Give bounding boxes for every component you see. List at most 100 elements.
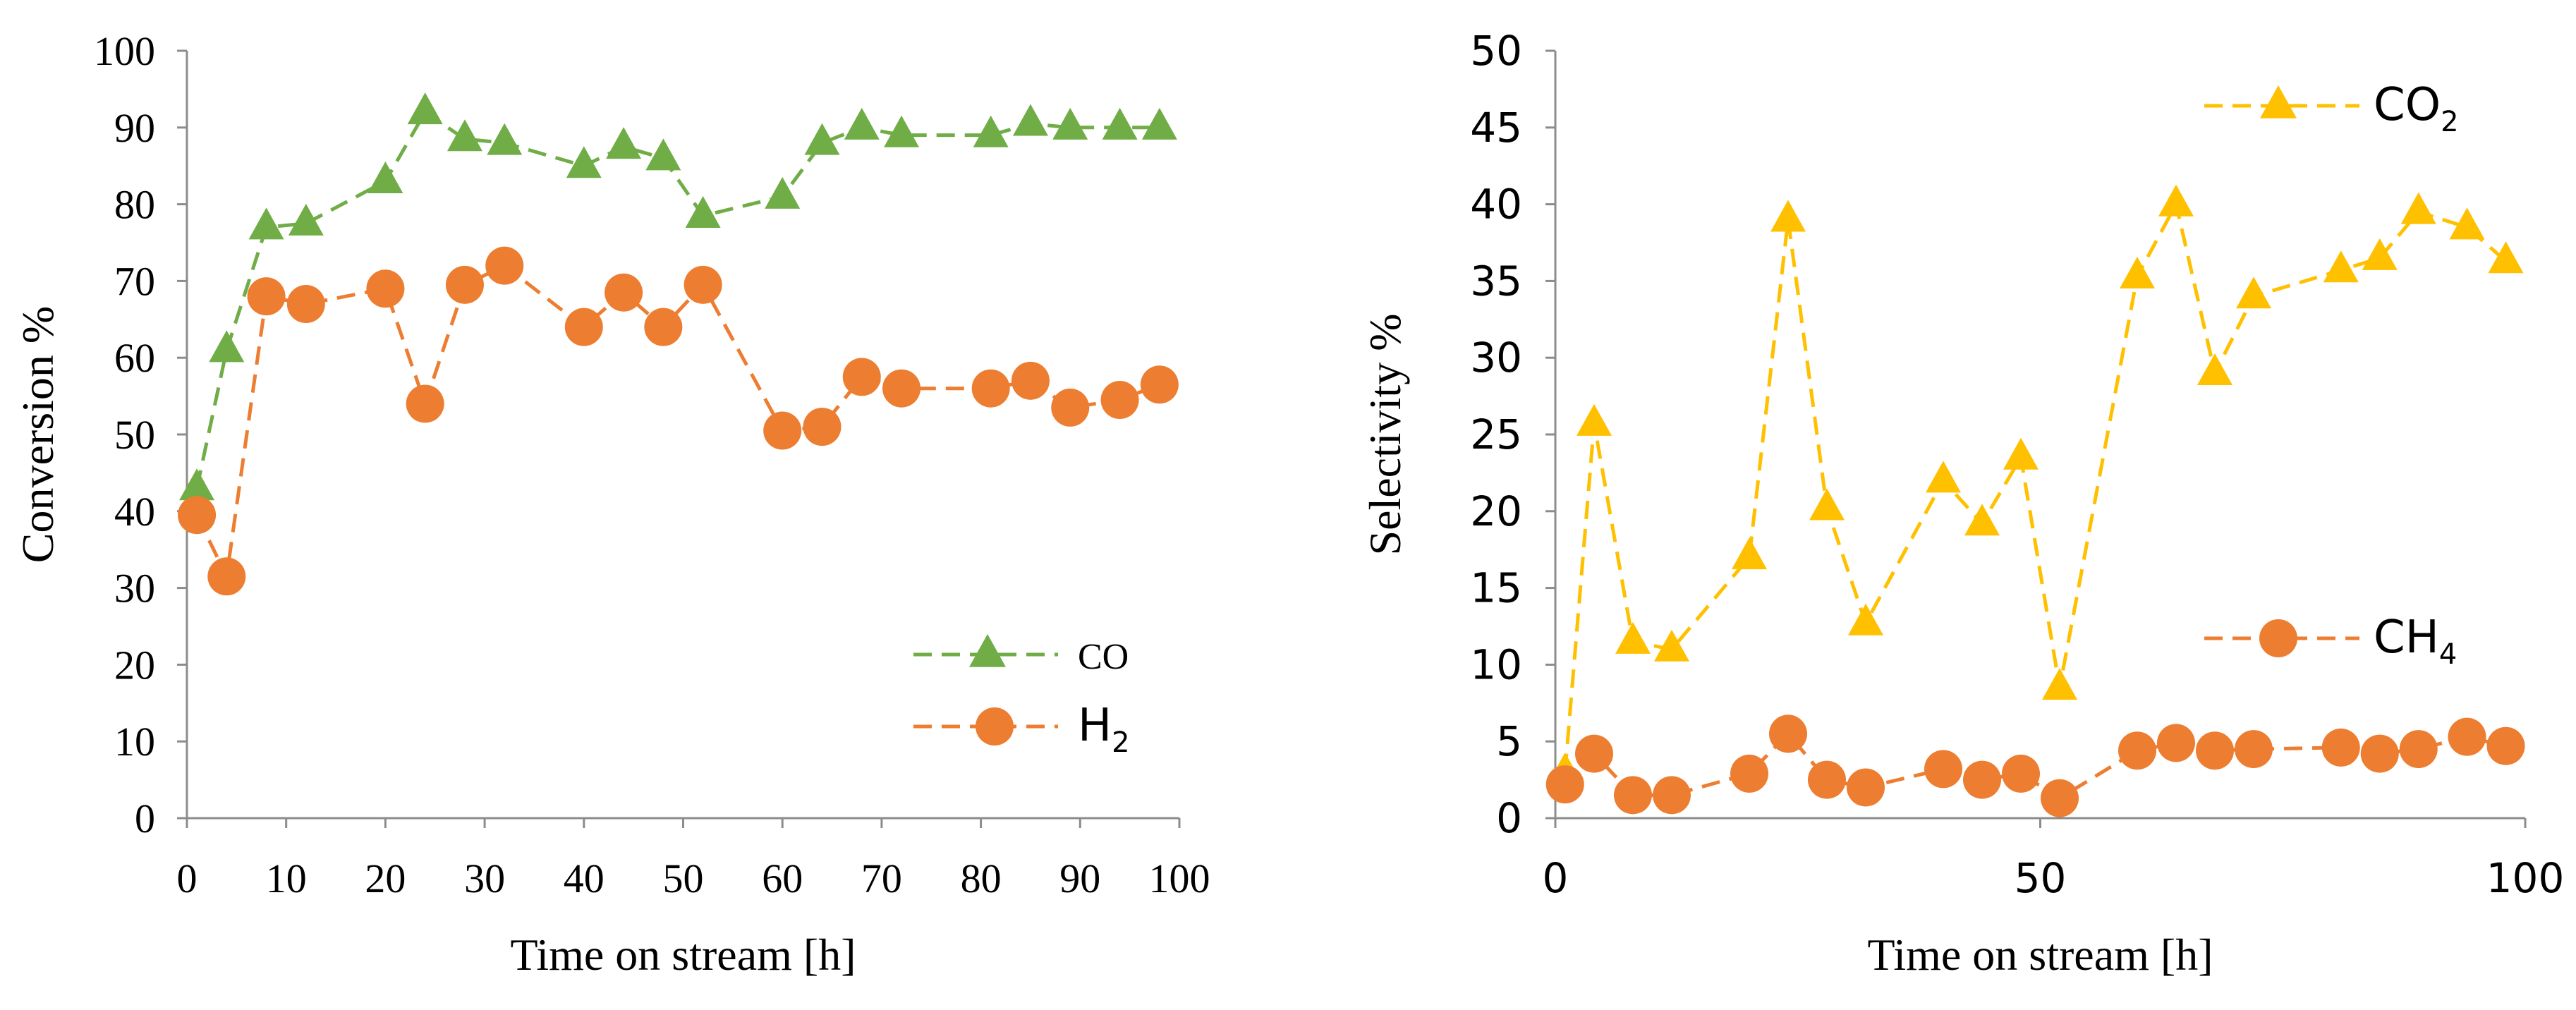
data-point-triangle xyxy=(2488,241,2524,274)
legend-label: H2 xyxy=(1078,700,1130,759)
data-point-triangle xyxy=(1809,488,1845,521)
y-tick-label: 0 xyxy=(1496,794,1522,842)
legend-label-subscript: 4 xyxy=(2439,638,2457,671)
data-point-triangle xyxy=(2158,184,2194,217)
data-point-circle xyxy=(1011,361,1050,400)
series-h2 xyxy=(178,246,1179,596)
legend-label-main: CO xyxy=(2374,79,2441,131)
y-tick-label: 30 xyxy=(114,566,155,612)
x-tick-label: 0 xyxy=(1543,854,1569,902)
data-point-circle xyxy=(2196,731,2234,770)
data-point-triangle xyxy=(407,92,443,125)
selectivity-chart: 0 5 10 15 20 25 30 35 40 45 50 0 50 100 Time on stream… xyxy=(1360,27,2564,980)
y-tick-label: 30 xyxy=(1470,334,1522,382)
y-tick-label: 50 xyxy=(1470,27,1522,75)
data-point-circle xyxy=(1924,750,1962,789)
data-point-circle xyxy=(445,265,484,304)
legend-entry-ch4: CH4 xyxy=(2204,612,2457,671)
data-point-triangle xyxy=(1654,629,1689,662)
data-point-circle xyxy=(1963,760,2001,799)
data-point-circle xyxy=(178,496,217,535)
y-tick-label: 45 xyxy=(1470,104,1522,152)
series-co xyxy=(179,92,1177,501)
x-tick-label: 90 xyxy=(1059,856,1100,901)
y-tick-label: 35 xyxy=(1470,257,1522,305)
data-point-triangle xyxy=(1012,104,1048,136)
data-point-circle xyxy=(564,308,603,346)
data-point-circle xyxy=(2041,779,2079,817)
y-axis-label: Conversion % xyxy=(13,306,63,563)
data-point-circle xyxy=(604,273,643,312)
series-ch4 xyxy=(1545,714,2525,817)
data-point-triangle xyxy=(1615,621,1651,654)
data-point-circle xyxy=(971,369,1010,408)
data-point-triangle xyxy=(844,107,880,140)
data-point-circle xyxy=(2360,734,2399,773)
data-point-circle xyxy=(1730,754,1768,793)
data-point-triangle xyxy=(1732,537,1767,570)
data-point-circle xyxy=(207,557,246,596)
series-line xyxy=(1563,199,2508,772)
data-point-triangle xyxy=(765,176,801,209)
y-tick-label: 70 xyxy=(114,258,155,304)
data-point-circle xyxy=(2321,728,2360,767)
data-point-circle xyxy=(644,308,683,346)
data-point-triangle xyxy=(973,115,1009,147)
data-point-triangle xyxy=(1141,107,1177,140)
legend-entry-co: CO xyxy=(913,633,1129,677)
y-tick-label: 20 xyxy=(1470,487,1522,535)
x-tick-label: 100 xyxy=(2486,854,2565,902)
data-point-triangle xyxy=(884,115,920,147)
y-tick-label: 15 xyxy=(1470,564,1522,612)
data-point-triangle xyxy=(367,162,403,194)
x-tick-label: 60 xyxy=(762,856,803,901)
data-point-circle xyxy=(1051,388,1090,427)
data-point-triangle xyxy=(2236,276,2271,309)
data-point-triangle xyxy=(1576,403,1612,436)
data-point-triangle xyxy=(1102,107,1138,140)
x-tick-label: 100 xyxy=(1149,856,1210,901)
data-point-circle xyxy=(1545,765,1584,804)
data-point-triangle xyxy=(487,123,523,155)
legend-marker-triangle xyxy=(969,633,1006,667)
legend-label-subscript: 2 xyxy=(2441,106,2458,138)
x-axis-label: Time on stream [h] xyxy=(510,930,856,980)
x-tick-label: 50 xyxy=(663,856,704,901)
legend-label: CO xyxy=(1078,637,1129,677)
legend-label: CH4 xyxy=(2374,612,2457,671)
data-point-triangle xyxy=(566,146,602,178)
data-point-triangle xyxy=(248,207,284,240)
series-line xyxy=(195,263,1160,583)
data-point-circle xyxy=(1808,760,1846,799)
data-point-circle xyxy=(1100,381,1139,420)
y-tick-label: 5 xyxy=(1496,717,1522,765)
data-point-triangle xyxy=(288,203,324,236)
data-point-circle xyxy=(1614,776,1652,815)
data-point-circle xyxy=(2448,717,2486,756)
data-point-triangle xyxy=(2042,668,2077,700)
data-point-triangle xyxy=(2120,256,2155,288)
data-point-circle xyxy=(882,369,921,408)
data-point-circle xyxy=(803,408,842,446)
data-point-circle xyxy=(2235,730,2273,769)
data-point-circle xyxy=(2118,731,2156,770)
data-point-circle xyxy=(286,285,325,324)
data-point-triangle xyxy=(1964,504,2000,536)
conversion-chart: 0 10 20 30 40 50 60 70 80 90 100 0 10 20 30 40 50 60 70 80 9… xyxy=(13,28,1210,980)
x-axis-label: Time on stream [h] xyxy=(1867,930,2213,980)
data-point-circle xyxy=(842,358,881,396)
x-tick-label: 40 xyxy=(564,856,604,901)
data-point-triangle xyxy=(606,127,642,159)
data-point-triangle xyxy=(1848,603,1883,635)
data-point-circle xyxy=(247,277,286,316)
data-point-circle xyxy=(366,269,405,308)
y-tick-label: 100 xyxy=(94,28,155,74)
data-point-triangle xyxy=(446,119,482,152)
data-point-circle xyxy=(2486,726,2525,765)
x-tick-label: 10 xyxy=(266,856,307,901)
y-tick-label: 10 xyxy=(114,719,155,765)
data-point-triangle xyxy=(209,330,245,363)
legend-entry-co2: CO2 xyxy=(2204,79,2459,138)
legend-label-main: H xyxy=(1078,700,1112,752)
